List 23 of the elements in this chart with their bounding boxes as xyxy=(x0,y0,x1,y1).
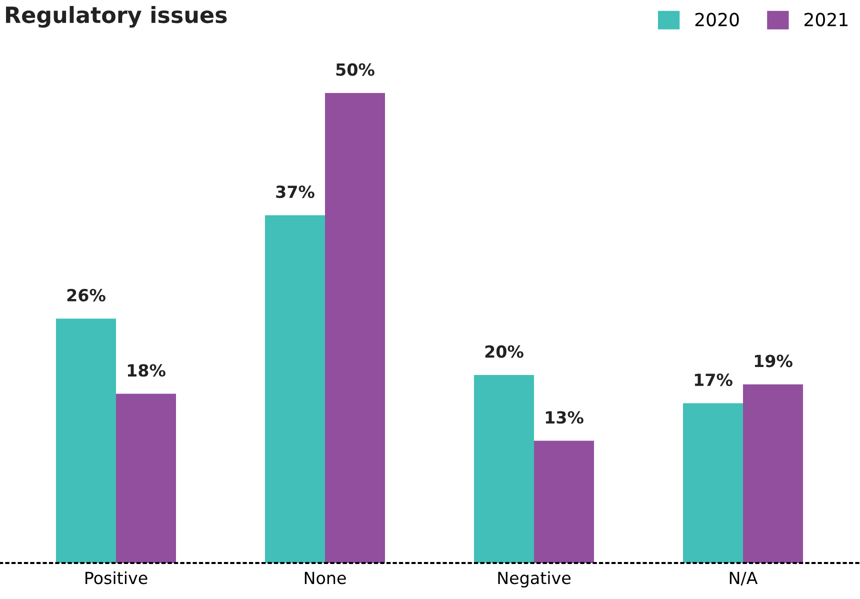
legend-label: 2020 xyxy=(695,12,739,26)
data-label: 26% xyxy=(67,288,106,302)
bar xyxy=(683,403,743,563)
bar xyxy=(325,93,385,563)
bar xyxy=(474,375,534,563)
data-label: 20% xyxy=(485,345,524,358)
bar xyxy=(265,215,325,563)
data-label: 17% xyxy=(694,373,732,386)
bar xyxy=(116,394,176,563)
x-tick-label: N/A xyxy=(730,572,758,586)
data-label: 13% xyxy=(546,411,584,424)
data-label: 18% xyxy=(128,364,166,377)
bar xyxy=(534,440,594,563)
bar xyxy=(743,384,803,563)
data-label: 37% xyxy=(276,185,314,198)
data-label: 19% xyxy=(754,354,792,368)
x-tick-label: None xyxy=(304,572,346,584)
data-label: 50% xyxy=(336,63,374,76)
bar xyxy=(56,318,116,563)
x-tick-label: Negative xyxy=(498,571,571,588)
x-tick-label: Positive xyxy=(86,571,148,584)
legend-label: 2021 xyxy=(804,12,848,26)
chart-title: Regulatory issues xyxy=(6,6,227,28)
